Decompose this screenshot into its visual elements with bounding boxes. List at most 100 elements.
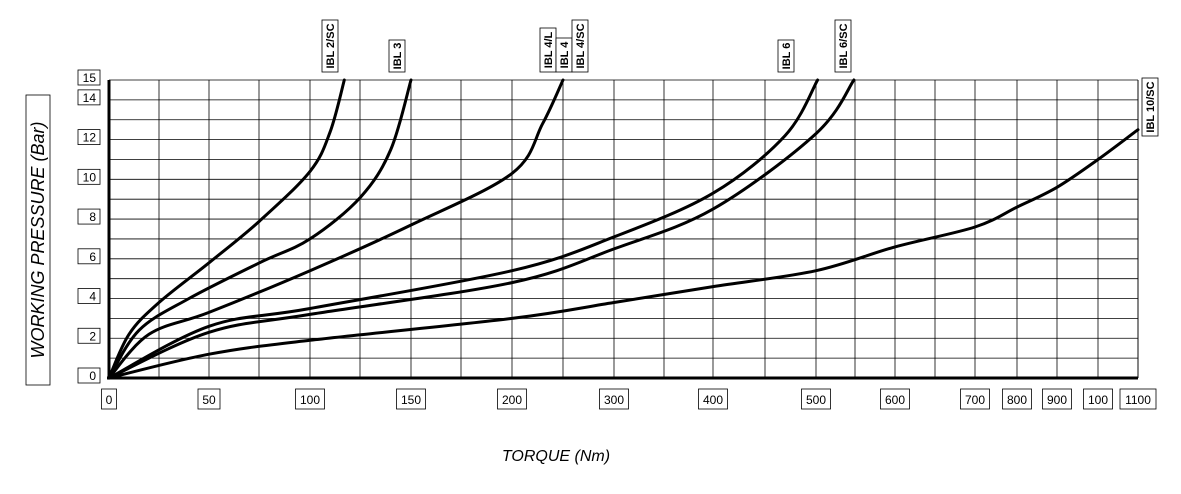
series-label-text: IBL 2/SC (325, 23, 337, 68)
series-label-text: IBL 6/SC (838, 23, 850, 68)
series-label-ibl-4: IBL 4 (555, 37, 573, 73)
y-tick-box (77, 248, 101, 265)
x-tick-label: 900 (1047, 393, 1067, 407)
axes (107, 80, 1138, 380)
series-label-ibl-2-sc: IBL 2/SC (321, 19, 339, 73)
y-tick-box (77, 208, 101, 225)
y-tick-label: 2 (89, 329, 96, 343)
y-tick: 15 (77, 69, 101, 86)
y-tick: 14 (77, 89, 101, 106)
series-label-box (571, 19, 589, 73)
y-tick: 6 (77, 248, 101, 265)
series-label-ibl-4-l: IBL 4/L (539, 27, 557, 73)
x-tick-box (960, 388, 990, 410)
series-label-ibl-6-sc: IBL 6/SC (834, 19, 852, 73)
y-axis-title: WORKING PRESSURE (Bar) (28, 121, 48, 358)
series-label-text: IBL 3 (392, 43, 404, 70)
x-tick-box (1083, 388, 1113, 410)
y-axis-title-box (25, 94, 51, 386)
x-tick: 0 (101, 388, 117, 410)
y-tick: 0 (77, 367, 101, 384)
x-tick-label: 0 (106, 393, 113, 407)
x-tick-label: 300 (604, 393, 624, 407)
series-label-box (777, 39, 795, 73)
series-label-text: IBL 4/SC (575, 23, 587, 68)
series-label-ibl-4-sc: IBL 4/SC (571, 19, 589, 73)
series-line-ibl-4 (107, 78, 820, 380)
x-tick-box (497, 388, 527, 410)
series-line-ibl-2-sc (107, 78, 346, 380)
y-axis-title-group: WORKING PRESSURE (Bar) (25, 94, 51, 386)
y-tick-label: 12 (83, 131, 97, 145)
series-label-box (834, 19, 852, 73)
series-labels: IBL 2/SC IBL 3 IBL 4/L IBL 4 IBL 4/SC IBL 6 IB… (321, 19, 1159, 137)
x-tick-box (880, 388, 910, 410)
x-tick-box (1119, 388, 1157, 410)
x-tick-label: 800 (1007, 393, 1027, 407)
x-tick-label: 700 (965, 393, 985, 407)
x-axis-title: TORQUE (Nm) (502, 448, 610, 465)
y-tick-box (77, 69, 101, 86)
x-tick: 400 (698, 388, 728, 410)
y-tick-label: 15 (83, 71, 97, 85)
y-tick-label: 6 (89, 250, 96, 264)
x-tick-box (599, 388, 629, 410)
x-tick-box (1002, 388, 1032, 410)
series-label-ibl-10-sc: IBL 10/SC (1141, 77, 1159, 137)
x-tick-box (197, 388, 221, 410)
x-tick: 200 (497, 388, 527, 410)
y-tick-box (77, 367, 101, 384)
x-tick: 900 (1042, 388, 1072, 410)
grid (108, 79, 1139, 379)
y-tick-box (77, 168, 101, 185)
series-label-box (388, 39, 406, 73)
x-tick-label: 400 (703, 393, 723, 407)
y-tick-label: 14 (83, 91, 97, 105)
y-tick-box (77, 89, 101, 106)
series-line-ibl-4-l (107, 78, 565, 380)
series-layer (107, 78, 1140, 380)
x-tick-box (396, 388, 426, 410)
y-tick-label: 0 (89, 369, 96, 383)
series-label-box (1141, 77, 1159, 137)
series-label-box (321, 19, 339, 73)
series-label-text: IBL 10/SC (1145, 81, 1157, 132)
series-label-text: IBL 4/L (543, 31, 555, 68)
x-tick: 1100 (1119, 388, 1157, 410)
series-line-ibl-10-sc (107, 128, 1140, 380)
y-tick-labels: 0 2 4 6 8 10 12 14 15 (77, 69, 101, 384)
y-tick-box (77, 327, 101, 344)
x-tick: 100 (295, 388, 325, 410)
x-tick-box (1042, 388, 1072, 410)
x-tick: 150 (396, 388, 426, 410)
x-tick: 50 (197, 388, 221, 410)
y-tick: 4 (77, 288, 101, 304)
x-tick-label: 1100 (1125, 393, 1151, 407)
series-label-text: IBL 4 (559, 41, 571, 69)
x-tick-label: 600 (885, 393, 905, 407)
x-tick-label: 100 (300, 393, 320, 407)
x-tick: 600 (880, 388, 910, 410)
y-tick-label: 10 (83, 170, 97, 184)
y-tick-box (77, 129, 101, 146)
y-tick-label: 4 (89, 290, 96, 304)
x-tick-labels: 0 50 100 150 200 300 400 500 600 700 800 900 100 1100 (101, 388, 1157, 410)
x-tick: 700 (960, 388, 990, 410)
x-tick-label: 50 (202, 393, 216, 407)
x-tick-box (295, 388, 325, 410)
y-tick-label: 8 (89, 210, 96, 224)
y-tick: 2 (77, 327, 101, 344)
series-line-ibl-3 (107, 78, 413, 380)
x-tick-label: 100 (1088, 393, 1108, 407)
y-tick: 12 (77, 129, 101, 146)
x-tick-box (698, 388, 728, 410)
x-tick: 500 (801, 388, 831, 410)
x-tick-box (801, 388, 831, 410)
series-label-ibl-6: IBL 6 (777, 39, 795, 73)
series-line-ibl-4-sc (107, 78, 856, 380)
series-label-text: IBL 6 (781, 43, 793, 70)
x-tick-label: 150 (401, 393, 421, 407)
y-tick: 8 (77, 208, 101, 225)
